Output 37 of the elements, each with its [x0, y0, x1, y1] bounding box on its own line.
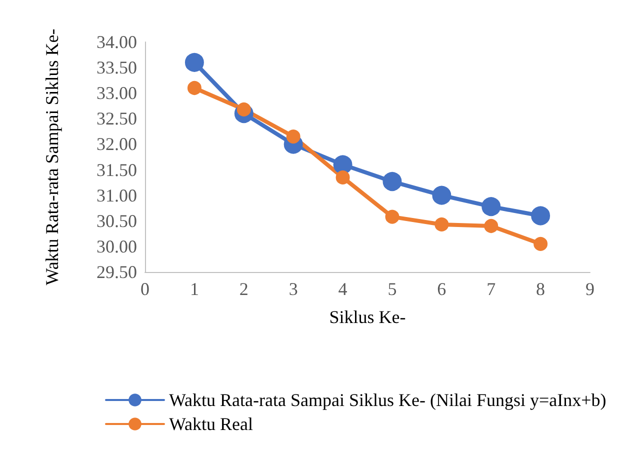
point [385, 210, 400, 224]
point [286, 130, 300, 144]
y-tick-label: 34.00 [96, 32, 137, 52]
point [382, 172, 402, 192]
point [336, 170, 350, 184]
x-tick-label: 4 [338, 279, 348, 299]
point [434, 217, 449, 232]
x-tick-label: 6 [437, 279, 446, 299]
x-tick-label: 2 [239, 279, 248, 299]
point [534, 236, 548, 251]
legend-label: Waktu Rata-rata Sampai Siklus Ke- (Nilai Fungsi y=aInx+b) [169, 390, 606, 410]
y-tick-label: 31.00 [96, 185, 137, 206]
point [187, 81, 202, 95]
x-tick-label: 3 [288, 279, 298, 299]
y-tick-label: 31.50 [96, 160, 137, 180]
point [531, 206, 550, 226]
y-tick-label: 29.50 [96, 262, 137, 282]
x-tick-label: 9 [586, 279, 594, 299]
y-tick-label: 32.00 [96, 134, 137, 154]
legend-label: Waktu Real [169, 414, 254, 434]
y-tick-label: 30.50 [96, 210, 137, 231]
x-tick-label: 8 [536, 279, 546, 299]
x-tick-label: 7 [486, 279, 496, 299]
y-tick-label: 32.50 [96, 108, 137, 129]
y-tick-label: 33.00 [96, 83, 137, 104]
point [484, 219, 498, 233]
x-tick-label: 0 [140, 279, 150, 299]
point [432, 186, 452, 205]
point [184, 52, 204, 72]
y-axis-title: Waktu Rata-rata Sampai Siklus Ke- [42, 28, 62, 286]
point [482, 197, 501, 216]
x-tick-label: 5 [388, 279, 397, 299]
point [333, 155, 352, 174]
y-tick-label: 30.00 [96, 236, 137, 256]
x-tick-label: 1 [190, 279, 199, 299]
x-axis-title: Siklus Ke- [329, 307, 406, 327]
y-tick-label: 33.50 [96, 58, 137, 78]
